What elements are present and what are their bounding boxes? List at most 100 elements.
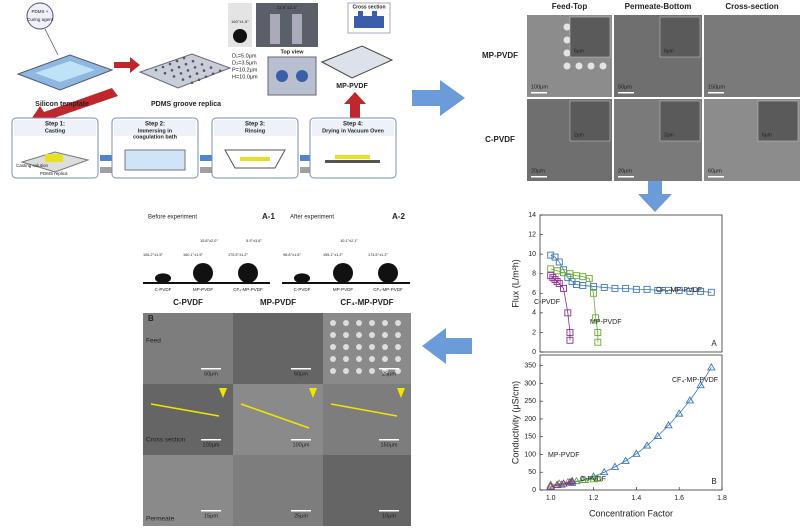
angle-label: 10.1°±2.1°	[340, 239, 358, 243]
droplet-label: CF₄-MP-PVDF	[233, 287, 263, 292]
plot-frame	[539, 214, 723, 353]
step-label: Immersing in	[138, 128, 173, 134]
sem-image	[323, 455, 411, 526]
marker	[685, 396, 695, 404]
yellow-line	[150, 403, 220, 417]
droplet-label: MP-PVDF	[333, 287, 354, 292]
pillar-top	[395, 320, 401, 326]
y-tick-label: 14	[528, 212, 536, 219]
sem-image	[143, 313, 233, 384]
column-header: Cross-section	[725, 2, 778, 11]
oven-shelf	[325, 160, 380, 163]
groove	[202, 69, 206, 72]
sem-image	[704, 15, 800, 97]
column-header: Permeate-Bottom	[625, 2, 692, 11]
pour-line	[44, 28, 59, 56]
marker	[546, 482, 555, 490]
groove	[197, 78, 201, 82]
y-tick-label: 150	[524, 434, 536, 441]
groove	[195, 72, 199, 75]
series-label: MP-PVDF	[548, 452, 580, 459]
marker	[664, 420, 673, 429]
row-label: Permeate	[146, 516, 175, 523]
plot-frame	[539, 354, 723, 491]
column-header: CF₄-MP-PVDF	[340, 298, 393, 307]
casting-solution	[45, 154, 63, 162]
row-label: C-PVDF	[485, 135, 515, 144]
arrow	[422, 328, 472, 364]
replica-grooves	[154, 56, 222, 85]
scale-label: 25μm	[382, 371, 396, 377]
pore	[276, 70, 288, 82]
y-tick-label: 0	[532, 349, 536, 356]
droplet	[193, 263, 213, 283]
arrow	[344, 92, 366, 118]
pillar-top	[343, 368, 349, 374]
yellow-arrow	[309, 388, 317, 398]
scale-bar	[618, 92, 634, 94]
scale-bar	[379, 510, 399, 512]
marker	[555, 258, 563, 266]
marker	[554, 479, 564, 487]
marker	[566, 328, 574, 336]
series-line	[550, 254, 712, 293]
marker	[697, 287, 705, 295]
marker	[551, 276, 559, 284]
marker	[590, 289, 597, 297]
y-tick-label: 8	[532, 271, 536, 278]
yellow-line	[240, 403, 310, 429]
marker	[547, 272, 555, 280]
sem-image	[323, 384, 411, 455]
pillar-top	[395, 356, 401, 362]
pillar-top	[369, 368, 375, 374]
sem-inset	[569, 16, 611, 58]
droplet-label: C-PVDF	[155, 287, 172, 292]
marker	[665, 286, 672, 294]
panel-letter: A-1	[262, 212, 275, 221]
top-view	[267, 56, 317, 96]
marker	[675, 286, 683, 294]
cross-section-label: Cross section	[352, 4, 385, 10]
steps: Step 1:Casting Step 2:Immersing incoagula…	[11, 117, 397, 179]
groove	[184, 62, 188, 66]
scale-label: 100μm	[531, 84, 548, 90]
angle-label: 15.8°±2.0°	[200, 239, 218, 243]
marker	[555, 280, 563, 287]
marker	[642, 441, 652, 449]
pillar-top	[356, 344, 362, 350]
groove	[170, 68, 174, 72]
sem-image	[233, 455, 323, 526]
droplet-label: CF₄-MP-PVDF	[373, 287, 403, 292]
x-tick-label: 1.8	[717, 495, 727, 502]
y-tick-label: 200	[524, 416, 536, 423]
sem-image	[143, 384, 233, 455]
marker	[565, 477, 575, 486]
after-label: After experiment	[290, 215, 334, 221]
marker	[567, 476, 577, 485]
sem-image	[233, 313, 323, 384]
before-label: Before experiment	[148, 215, 197, 221]
pillar-top	[382, 356, 388, 362]
sem-photo	[256, 3, 318, 47]
step-title: Step 1:	[45, 122, 65, 128]
droplet-label: C-PVDF	[294, 287, 311, 292]
marker	[593, 474, 603, 482]
groove	[193, 66, 197, 69]
y-tick-label: 2	[532, 329, 536, 336]
marker	[551, 253, 559, 261]
droplet-label: MP-PVDF	[193, 287, 214, 292]
marker	[564, 309, 572, 317]
pillar-top	[382, 332, 388, 338]
marker	[622, 284, 630, 292]
panel-letter: B	[148, 314, 154, 323]
marker	[559, 479, 568, 487]
marker	[579, 282, 587, 289]
marker	[599, 467, 609, 476]
angle-label: 33.8°±2.3°	[276, 5, 297, 10]
pillar-top	[587, 62, 595, 70]
scale-label: 20μm	[531, 168, 545, 174]
marker	[553, 278, 561, 285]
series-line	[550, 367, 712, 487]
droplet	[155, 273, 171, 284]
groove	[175, 59, 179, 63]
